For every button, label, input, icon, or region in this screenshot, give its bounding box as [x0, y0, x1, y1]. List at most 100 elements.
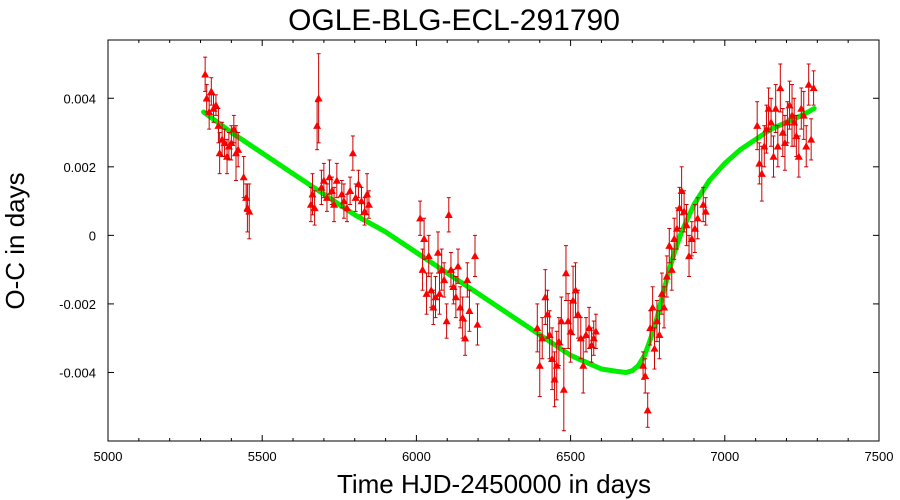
triangle-marker: [665, 241, 674, 249]
data-point: [767, 97, 776, 147]
data-point: [582, 317, 591, 353]
triangle-marker: [319, 176, 328, 184]
triangle-marker: [435, 289, 444, 297]
triangle-marker: [643, 406, 652, 414]
x-tick-label: 6000: [402, 449, 431, 464]
triangle-marker: [470, 251, 479, 260]
data-point: [757, 145, 766, 202]
data-point: [314, 53, 323, 144]
triangle-marker: [794, 152, 803, 160]
triangle-marker: [538, 334, 547, 342]
data-point: [245, 183, 254, 240]
triangle-marker: [201, 70, 210, 78]
data-point: [589, 320, 598, 356]
data-point: [753, 101, 762, 151]
triangle-marker: [670, 234, 679, 242]
triangle-marker: [773, 142, 782, 150]
triangle-marker: [357, 197, 366, 205]
data-point: [559, 347, 568, 432]
plot-frame: [107, 39, 880, 442]
triangle-marker: [672, 224, 681, 232]
triangle-marker: [420, 234, 429, 242]
triangle-marker: [242, 193, 251, 201]
y-axis-ticks: -0.004 -0.002 0 0.002 0.004: [59, 91, 879, 380]
triangle-marker: [461, 334, 470, 342]
y-tick-label: -0.002: [59, 297, 96, 312]
triangle-marker: [205, 107, 214, 116]
triangle-marker: [440, 275, 449, 284]
triangle-marker: [641, 371, 650, 380]
x-tick-label: 7500: [865, 449, 894, 464]
data-point: [802, 125, 811, 168]
triangle-marker: [431, 293, 440, 301]
data-point: [655, 310, 664, 360]
data-point: [343, 193, 352, 223]
data-point: [561, 245, 570, 301]
data-point: [463, 262, 472, 298]
triangle-marker: [533, 323, 542, 332]
data-point: [364, 190, 373, 219]
triangle-marker: [363, 190, 372, 198]
triangle-marker: [660, 303, 669, 311]
data-point: [319, 162, 328, 199]
data-point: [687, 221, 696, 257]
data-points-group: [201, 53, 818, 432]
y-tick-label: 0.004: [63, 91, 96, 106]
data-point: [685, 234, 694, 277]
data-point: [211, 94, 220, 116]
data-point: [243, 183, 252, 233]
triangle-marker: [557, 317, 566, 325]
data-point: [665, 228, 674, 264]
data-point: [650, 327, 659, 370]
triangle-marker: [582, 330, 591, 338]
data-point: [332, 162, 341, 199]
triangle-marker: [799, 111, 808, 119]
data-point: [420, 217, 429, 260]
triangle-marker: [589, 334, 598, 342]
x-tick-label: 6500: [556, 449, 585, 464]
triangle-marker: [646, 323, 655, 332]
triangle-marker: [771, 104, 780, 112]
y-tick-label: 0.002: [63, 160, 96, 175]
triangle-marker: [693, 214, 702, 222]
data-point: [444, 197, 453, 233]
data-point: [431, 275, 440, 319]
x-tick-label: 5500: [248, 449, 277, 464]
data-point: [794, 135, 803, 178]
data-point: [435, 272, 444, 315]
data-point: [773, 125, 782, 168]
data-point: [351, 183, 360, 212]
data-point: [461, 320, 470, 356]
data-point: [760, 125, 769, 168]
triangle-marker: [451, 293, 460, 301]
data-point: [809, 70, 818, 106]
triangle-marker: [330, 200, 339, 208]
data-point: [310, 190, 319, 226]
triangle-marker: [211, 101, 220, 109]
data-point: [442, 303, 451, 339]
triangle-marker: [337, 190, 346, 198]
y-tick-label: 0: [89, 228, 96, 243]
triangle-marker: [559, 385, 568, 393]
data-point: [701, 197, 710, 226]
x-tick-label: 7000: [710, 449, 739, 464]
triangle-marker: [314, 94, 323, 102]
triangle-marker: [762, 125, 771, 133]
data-point: [662, 255, 671, 298]
x-axis-ticks: 5000 5500 6000 6500 7000 7500: [94, 40, 894, 464]
triangle-marker: [690, 224, 699, 232]
triangle-marker: [543, 310, 552, 318]
triangle-marker: [473, 320, 482, 328]
data-point: [424, 234, 433, 277]
data-point: [330, 186, 339, 223]
triangle-marker: [767, 118, 776, 126]
triangle-marker: [776, 83, 785, 92]
data-point: [348, 135, 357, 171]
triangle-marker: [416, 214, 425, 222]
data-point: [804, 63, 813, 106]
triangle-marker: [313, 121, 322, 129]
data-point: [643, 392, 652, 428]
triangle-marker: [655, 330, 664, 338]
data-point: [690, 204, 699, 253]
triangle-marker: [685, 251, 694, 260]
